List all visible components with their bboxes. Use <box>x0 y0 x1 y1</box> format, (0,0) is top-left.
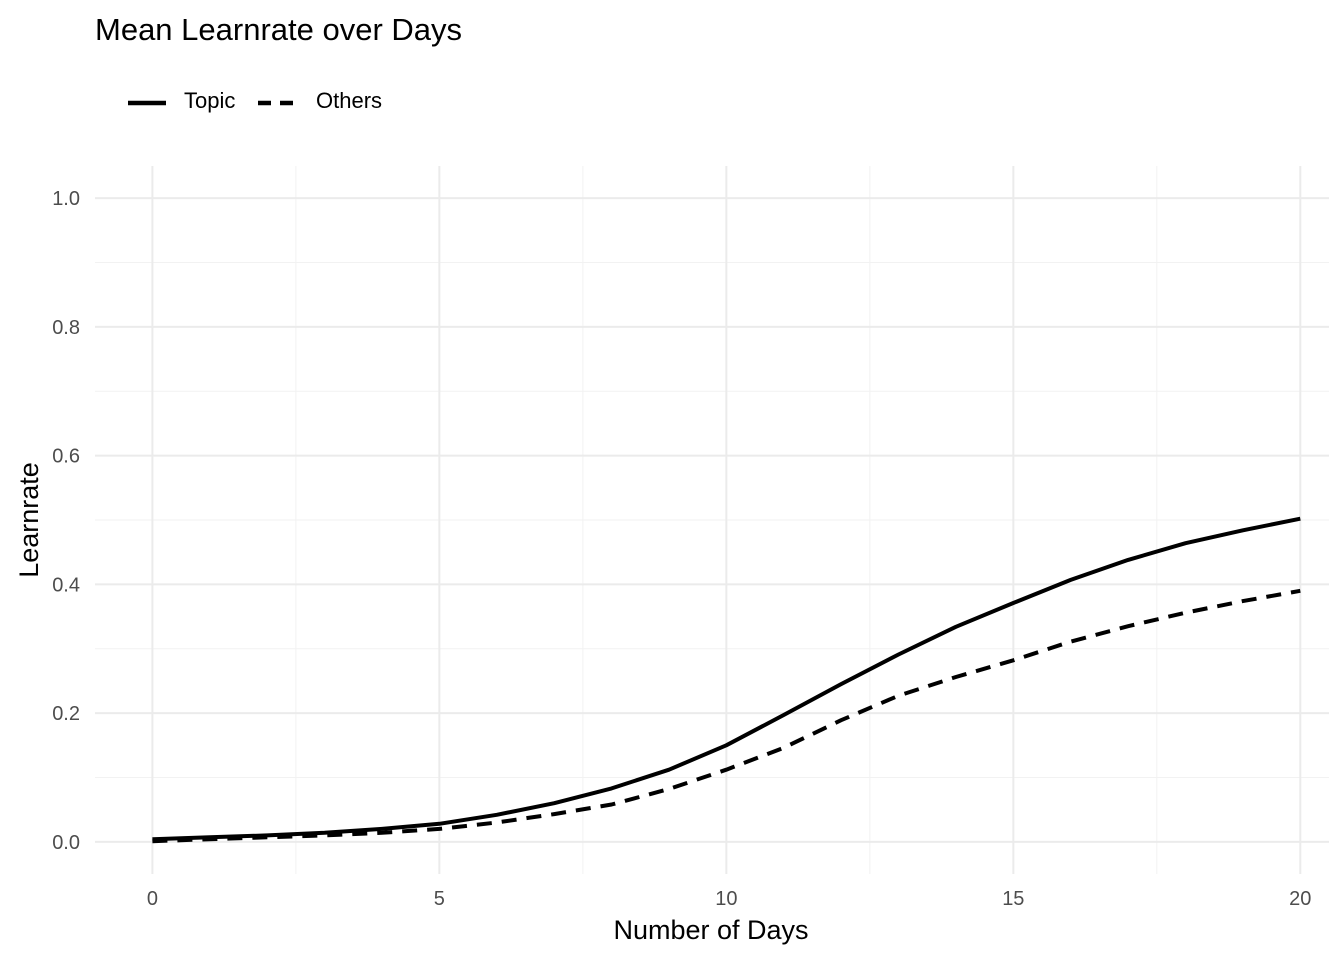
y-tick-label: 0.8 <box>52 317 80 339</box>
legend-label-others: Others <box>316 88 383 113</box>
x-tick-label: 0 <box>147 888 158 910</box>
series-lines <box>152 516 1301 844</box>
y-tick-label: 0.4 <box>52 574 80 596</box>
x-tick-label: 15 <box>1002 888 1024 910</box>
x-axis-title: Number of Days <box>613 915 808 945</box>
series-line-topic <box>152 516 1301 842</box>
legend-key-dashed <box>258 100 296 106</box>
y-axis-title: Learnrate <box>14 462 44 578</box>
x-tick-label: 20 <box>1289 888 1311 910</box>
legend-label-topic: Topic <box>184 88 236 113</box>
y-tick-label: 0.0 <box>52 832 80 854</box>
chart-title: Mean Learnrate over Days <box>95 12 463 47</box>
y-tick-label: 0.6 <box>52 446 80 468</box>
tick-labels: 0 5 10 15 20 0.0 0.2 0.4 0.6 0.8 1.0 <box>52 188 1311 910</box>
x-tick-label: 10 <box>715 888 737 910</box>
y-tick-label: 1.0 <box>52 188 80 210</box>
legend-key-solid <box>128 100 166 106</box>
y-tick-label: 0.2 <box>52 703 80 725</box>
series-line-others <box>152 588 1301 844</box>
x-tick-label: 5 <box>434 888 445 910</box>
grid <box>95 166 1329 874</box>
